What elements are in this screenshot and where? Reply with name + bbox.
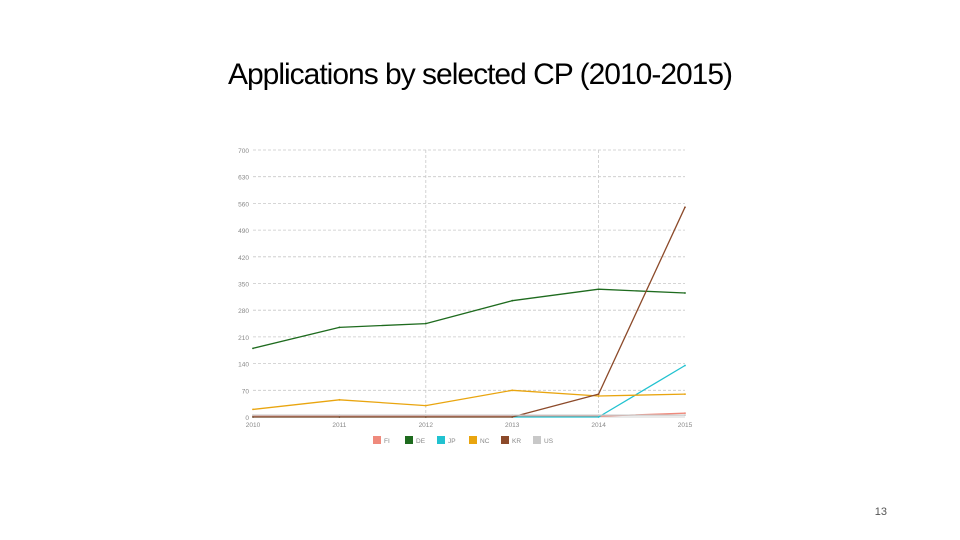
data-point-jp	[597, 416, 600, 418]
data-point-us	[597, 414, 600, 416]
data-point-nc	[252, 408, 254, 411]
legend-label-de: DE	[416, 438, 426, 445]
x-tick-label: 2014	[591, 422, 606, 429]
data-point-de	[252, 347, 254, 350]
legend-swatch-kr	[501, 436, 509, 444]
legend-swatch-nc	[469, 436, 477, 444]
chart-svg: 0 70 140 210 280 350 420 490 560 630 700 2010 2011 20…	[238, 148, 693, 445]
y-tick-label: 210	[238, 335, 249, 342]
x-tick-label: 2011	[332, 422, 346, 429]
legend-swatch-de	[405, 436, 413, 444]
data-point-nc	[424, 404, 427, 407]
data-point-us	[511, 414, 514, 416]
page-number: 13	[874, 506, 887, 518]
data-point-nc	[338, 398, 341, 401]
legend-label-kr: KR	[512, 438, 521, 445]
y-tick-label: 560	[238, 201, 249, 208]
legend-swatch-us	[533, 436, 541, 444]
data-point-nc	[684, 393, 686, 396]
slide-title: Applications by selected CP (2010-2015)	[227, 58, 733, 91]
legend-swatch-jp	[437, 436, 445, 444]
data-point-kr	[338, 416, 341, 418]
y-tick-label: 420	[238, 255, 249, 262]
y-tick-label: 490	[238, 228, 249, 235]
data-point-kr	[252, 416, 254, 418]
legend-label-jp: JP	[448, 438, 456, 445]
data-point-kr	[511, 416, 514, 418]
data-point-us	[424, 414, 427, 416]
series-line-jp	[253, 364, 686, 418]
y-tick-label: 630	[238, 175, 249, 182]
x-tick-label: 2015	[678, 422, 693, 429]
series-line-nc	[252, 389, 686, 411]
legend-swatch-fi	[373, 436, 381, 444]
y-tick-label: 0	[245, 415, 249, 422]
data-point-de	[597, 288, 600, 291]
data-point-kr	[684, 206, 686, 209]
data-point-de	[338, 326, 341, 329]
y-tick-label: 70	[242, 388, 250, 395]
x-tick-label: 2010	[246, 422, 261, 429]
y-tick-label: 700	[238, 148, 249, 155]
series-line-kr	[253, 206, 686, 418]
y-tick-label: 350	[238, 282, 249, 289]
data-point-de	[511, 299, 514, 302]
x-tick-label: 2013	[505, 422, 520, 429]
data-point-nc	[597, 395, 600, 397]
data-point-us	[684, 414, 686, 416]
y-tick-label: 140	[238, 362, 249, 369]
x-tick-label: 2012	[419, 422, 434, 429]
data-point-jp	[684, 364, 686, 367]
data-point-us	[338, 414, 341, 416]
legend-label-us: US	[544, 438, 554, 445]
data-point-nc	[511, 389, 514, 392]
data-point-kr	[597, 393, 600, 396]
series-line-de	[252, 288, 686, 349]
data-point-kr	[424, 416, 427, 418]
data-point-de	[684, 292, 686, 294]
line-chart: 0 70 140 210 280 350 420 490 560 630 700 2010 2011 20…	[225, 140, 705, 455]
data-point-de	[424, 322, 427, 325]
y-tick-label: 280	[238, 308, 249, 315]
legend-label-nc: NC	[480, 438, 490, 445]
data-point-us	[252, 414, 254, 416]
legend-label-fi: FI	[384, 438, 390, 445]
data-point-fi	[684, 412, 686, 415]
